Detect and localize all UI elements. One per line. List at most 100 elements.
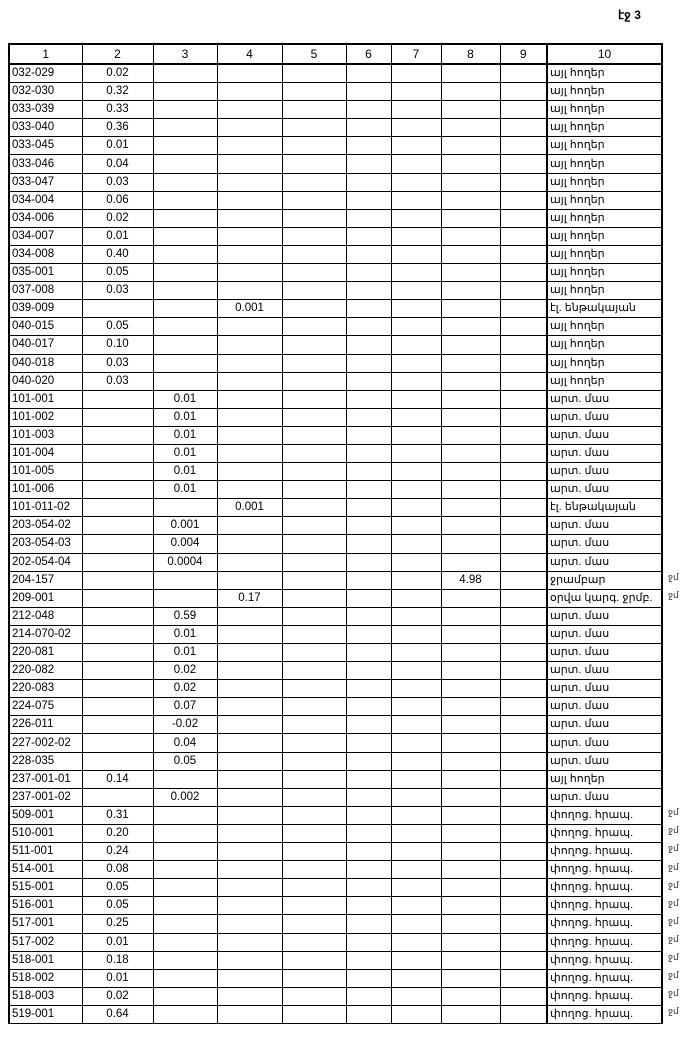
value-cell-col2: 0.40 (81, 244, 154, 265)
column-header-6: 6 (345, 43, 392, 65)
value-cell-col8 (440, 751, 501, 771)
value-cell-col5 (281, 534, 347, 554)
land-type-cell: օրվա կարգ. ջրմբ. (546, 588, 663, 608)
value-cell-col5 (281, 407, 347, 427)
margin-note: ջմ (668, 915, 679, 926)
parcel-code-cell: 204-157 (8, 570, 83, 590)
value-cell-col6 (345, 226, 392, 246)
value-cell-col5 (281, 335, 347, 355)
value-cell-col7 (390, 425, 442, 445)
value-cell-col2: 0.01 (81, 226, 154, 246)
value-cell-col3: 0.01 (152, 642, 218, 663)
value-cell-col9 (499, 154, 548, 174)
margin-note: ջմ (668, 843, 679, 854)
value-cell-col3 (152, 190, 218, 210)
value-cell-col2: 0.10 (81, 335, 154, 355)
table-row: 212-048 0.59 արտ. մաս (8, 606, 663, 626)
table-row: 032-030 0.32 այլ հողեր (8, 82, 663, 102)
value-cell-col8 (440, 516, 501, 536)
value-cell-col2 (81, 299, 154, 319)
land-type-cell: ջրամբար (546, 570, 663, 590)
value-cell-col4 (216, 805, 283, 825)
land-type-cell: փողոց. հրապ. (546, 932, 663, 952)
value-cell-col6 (345, 244, 392, 265)
value-cell-col4 (216, 751, 283, 771)
value-cell-col5 (281, 480, 347, 500)
table-row: 034-007 0.01 այլ հողեր (8, 226, 663, 246)
land-type-cell: այլ հողեր (546, 172, 663, 192)
land-type-cell: այլ հողեր (546, 226, 663, 246)
value-cell-col4 (216, 534, 283, 554)
value-cell-col5 (281, 661, 347, 681)
value-cell-col6 (345, 190, 392, 210)
parcel-code-cell: 220-082 (8, 661, 83, 681)
value-cell-col4 (216, 606, 283, 626)
value-cell-col8 (440, 299, 501, 319)
value-cell-col8 (440, 733, 501, 753)
value-cell-col7 (390, 462, 442, 482)
value-cell-col9 (499, 498, 548, 518)
value-cell-col5 (281, 552, 347, 572)
parcel-code-cell: 040-015 (8, 317, 83, 337)
table-row: 033-047 0.03 այլ հողեր (8, 172, 663, 192)
value-cell-col3: 0.01 (152, 407, 218, 427)
value-cell-col9 (499, 299, 548, 319)
margin-note: ջմ (668, 590, 679, 601)
value-cell-col9 (499, 516, 548, 536)
value-cell-col9 (499, 244, 548, 265)
table-row: 220-083 0.02 արտ. մաս (8, 679, 663, 699)
value-cell-col8 (440, 1004, 501, 1024)
value-cell-col4 (216, 570, 283, 590)
value-cell-col8 (440, 389, 501, 409)
table-row: 101-005 0.01 արտ. մաս (8, 462, 663, 482)
margin-note: ջմ (668, 951, 679, 962)
parcel-code-cell: 101-011-02 (8, 498, 83, 518)
parcel-code-cell: 040-017 (8, 335, 83, 355)
value-cell-col9 (499, 443, 548, 464)
table-row: 034-006 0.02 այլ հողեր (8, 208, 663, 228)
value-cell-col9 (499, 263, 548, 283)
value-cell-col7 (390, 100, 442, 120)
land-type-cell: փողոց. հրապ. (546, 914, 663, 934)
value-cell-col3 (152, 63, 218, 84)
value-cell-col7 (390, 335, 442, 355)
table-row: 227-002-02 0.04 արտ. մաս (8, 733, 663, 753)
value-cell-col4 (216, 172, 283, 192)
value-cell-col3: 0.02 (152, 679, 218, 699)
value-cell-col4 (216, 317, 283, 337)
value-cell-col4 (216, 950, 283, 970)
value-cell-col4 (216, 443, 283, 464)
parcel-code-cell: 034-008 (8, 244, 83, 265)
table-row: 509-001 0.31 փողոց. հրապ. (8, 805, 663, 825)
value-cell-col4 (216, 389, 283, 409)
value-cell-col8 (440, 425, 501, 445)
table-row: 101-003 0.01 արտ. մաս (8, 425, 663, 445)
value-cell-col7 (390, 823, 442, 844)
value-cell-col9 (499, 371, 548, 391)
value-cell-col5 (281, 787, 347, 807)
column-header-1: 1 (8, 43, 83, 65)
land-type-cell: արտ. մաս (546, 642, 663, 663)
land-type-cell: արտ. մաս (546, 697, 663, 717)
parcel-code-cell: 209-001 (8, 588, 83, 608)
value-cell-col9 (499, 733, 548, 753)
land-type-cell: արտ. մաս (546, 733, 663, 753)
value-cell-col5 (281, 208, 347, 228)
value-cell-col5 (281, 516, 347, 536)
value-cell-col2 (81, 534, 154, 554)
value-cell-col2: 0.05 (81, 878, 154, 898)
parcel-code-cell: 034-004 (8, 190, 83, 210)
table-row: 226-011 -0.02 արտ. մաս (8, 715, 663, 735)
land-type-cell: փողոց. հրապ. (546, 950, 663, 970)
value-cell-col2: 0.05 (81, 263, 154, 283)
value-cell-col8 (440, 190, 501, 210)
value-cell-col4 (216, 208, 283, 228)
value-cell-col6 (345, 100, 392, 120)
value-cell-col8 (440, 624, 501, 645)
value-cell-col4: 0.001 (216, 498, 283, 518)
value-cell-col6 (345, 661, 392, 681)
value-cell-col2 (81, 407, 154, 427)
value-cell-col6 (345, 281, 392, 301)
value-cell-col2 (81, 498, 154, 518)
value-cell-col2 (81, 624, 154, 645)
